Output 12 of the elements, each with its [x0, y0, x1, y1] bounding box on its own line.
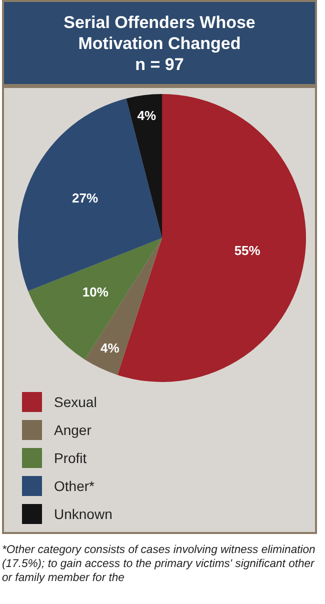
legend-label: Anger: [54, 422, 92, 438]
text: *Other category consists of cases involving witness elimination (17.5%); to gain access to the primary victims' significant other or family member for the: [2, 543, 316, 585]
data-label: 55%: [234, 243, 261, 258]
data-label: 10%: [82, 284, 109, 300]
legend-label: Other*: [54, 478, 94, 494]
legend-label: Profit: [54, 450, 87, 466]
legend-label: Unknown: [54, 506, 112, 522]
data-label: 4%: [137, 108, 156, 124]
data-label: 4%: [100, 340, 120, 356]
legend-label: Sexual: [54, 394, 97, 410]
data-label: 27%: [72, 190, 98, 206]
chart-subtitle: n = 97: [134, 54, 185, 75]
